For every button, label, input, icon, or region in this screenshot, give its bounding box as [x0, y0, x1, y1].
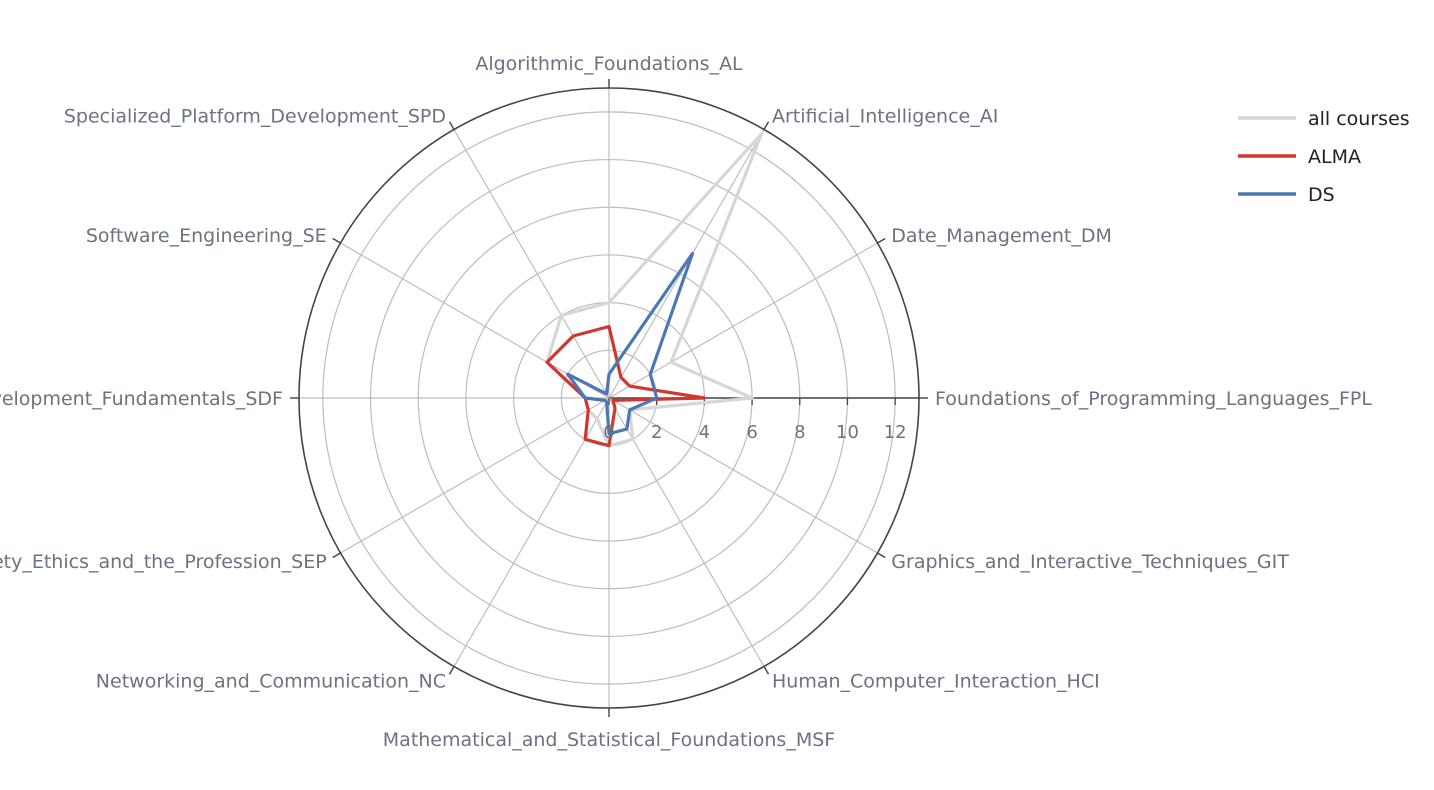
outer-tick-4: [877, 552, 886, 559]
axis-label-0: Algorithmic_Foundations_AL: [475, 53, 743, 75]
axis-label-8: Society_Ethics_and_the_Profession_SEP: [0, 551, 327, 573]
spoke-2: [608, 242, 878, 399]
radial-tick-labels: 0 2 4 6 8 10 12: [603, 422, 906, 443]
axis-label-5: Human_Computer_Interaction_HCI: [772, 670, 1100, 692]
axis-label-7: Networking_and_Communication_NC: [96, 670, 446, 692]
outer-tick-2: [877, 237, 886, 244]
axis-label-2: Date_Management_DM: [891, 225, 1112, 247]
legend[interactable]: all courses ALMA DS: [1238, 108, 1410, 206]
legend-label: DS: [1308, 184, 1335, 206]
axis-label-10: Software_Engineering_SE: [86, 225, 327, 247]
outer-tick-5: [763, 666, 770, 675]
outer-tick-8: [332, 552, 341, 559]
axis-label-4: Graphics_and_Interactive_Techniques_GIT: [891, 551, 1289, 573]
tick-label-6: 6: [746, 422, 757, 443]
tick-label-10: 10: [836, 422, 859, 443]
axis-label-11: Specialized_Platform_Development_SPD: [64, 106, 446, 128]
tick-label-8: 8: [794, 422, 805, 443]
tick-label-4: 4: [699, 422, 710, 443]
series-layer: [545, 132, 764, 448]
radial-grid: [290, 79, 928, 717]
legend-label: ALMA: [1308, 146, 1361, 168]
spoke-7: [453, 397, 610, 667]
outer-tick-11: [448, 121, 455, 130]
spoke-11: [453, 129, 610, 399]
legend-item-alma[interactable]: ALMA: [1238, 146, 1361, 168]
legend-item-all-courses[interactable]: all courses: [1238, 108, 1410, 130]
axis-label-6: Mathematical_and_Statistical_Foundations…: [383, 729, 835, 751]
outer-tick-1: [763, 121, 770, 130]
axis-label-3: Foundations_of_Programming_Languages_FPL: [935, 388, 1372, 410]
tick-label-2: 2: [651, 422, 662, 443]
tick-label-12: 12: [884, 422, 907, 443]
series-line-alma: [545, 324, 707, 448]
outer-tick-7: [448, 666, 455, 675]
series-line-ds: [566, 251, 695, 436]
spoke-4: [608, 397, 878, 554]
spoke-5: [608, 397, 765, 667]
spoke-8: [340, 397, 610, 554]
legend-item-ds[interactable]: DS: [1238, 184, 1335, 206]
tick-label-0: 0: [603, 422, 614, 443]
axis-label-9: Software_Development_Fundamentals_SDF: [0, 388, 283, 410]
axis-label-1: Artificial_Intelligence_AI: [772, 106, 998, 128]
legend-label: all courses: [1308, 108, 1410, 130]
axis-labels: Algorithmic_Foundations_AL Artificial_Int…: [0, 53, 1372, 751]
spoke-10: [340, 242, 610, 399]
outer-tick-10: [332, 237, 341, 244]
